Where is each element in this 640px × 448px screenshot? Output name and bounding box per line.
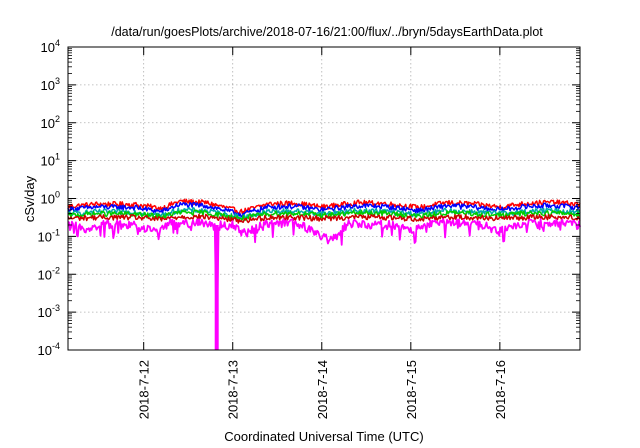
x-tick-label: 2018-7-12 — [137, 360, 152, 419]
x-axis-ticks: 2018-7-12 2018-7-13 2018-7-14 2018-7-15 2018… — [137, 47, 508, 419]
y-tick-label: 10-1 — [38, 227, 60, 244]
y-tick-label: 10-2 — [38, 265, 60, 282]
x-tick-label: 2018-7-14 — [315, 360, 330, 419]
y-tick-label: 10-3 — [38, 303, 60, 320]
y-tick-label: 101 — [41, 152, 60, 169]
series-line-5 — [67, 213, 581, 224]
x-axis-label: Coordinated Universal Time (UTC) — [224, 429, 423, 444]
x-tick-label: 2018-7-15 — [404, 360, 419, 419]
series-group — [67, 198, 581, 350]
series-6-spike — [214, 224, 219, 350]
series-line-1 — [67, 198, 581, 215]
x-tick-label: 2018-7-16 — [493, 360, 508, 419]
y-tick-label: 103 — [41, 76, 60, 93]
chart-title: /data/run/goesPlots/archive/2018-07-16/2… — [111, 25, 543, 39]
y-axis-label: cSv/day — [22, 175, 37, 222]
y-tick-label: 102 — [41, 114, 60, 131]
y-axis-ticks: 10-4 10-3 10-2 10-1 100 101 102 103 104 — [38, 38, 580, 358]
grid-lines — [68, 47, 580, 350]
series-line-4 — [67, 209, 581, 221]
y-tick-label: 10-4 — [38, 341, 60, 358]
y-tick-label: 104 — [41, 38, 60, 55]
x-tick-label: 2018-7-13 — [226, 360, 241, 419]
y-tick-label: 100 — [41, 190, 60, 207]
series-line-6 — [67, 218, 581, 348]
